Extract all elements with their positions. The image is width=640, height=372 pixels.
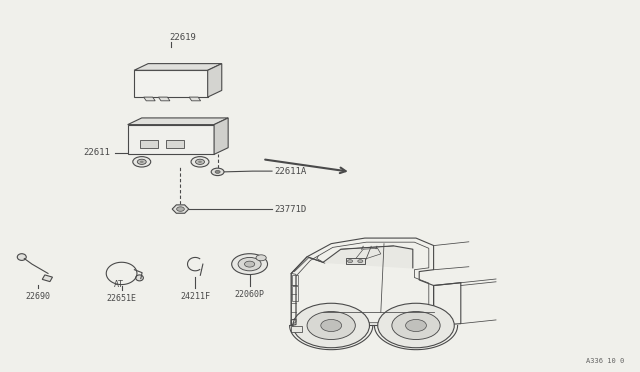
Polygon shape: [134, 64, 222, 70]
Circle shape: [138, 159, 147, 164]
Polygon shape: [159, 97, 170, 101]
Polygon shape: [172, 205, 189, 213]
Circle shape: [358, 260, 363, 263]
Circle shape: [191, 157, 209, 167]
Polygon shape: [291, 238, 434, 326]
Circle shape: [321, 320, 342, 331]
Polygon shape: [434, 283, 461, 326]
Text: 22619: 22619: [169, 33, 196, 42]
Circle shape: [406, 320, 426, 331]
Text: 22690: 22690: [26, 292, 51, 301]
Text: 22611: 22611: [83, 148, 110, 157]
Circle shape: [133, 157, 151, 167]
Circle shape: [307, 311, 355, 340]
Bar: [346, 258, 365, 264]
Circle shape: [293, 303, 369, 348]
Text: 22060P: 22060P: [235, 290, 264, 299]
Polygon shape: [323, 246, 413, 268]
Ellipse shape: [136, 275, 143, 281]
Circle shape: [348, 260, 353, 263]
Bar: [166, 140, 184, 148]
Text: 23771D: 23771D: [274, 205, 306, 214]
Polygon shape: [214, 118, 228, 154]
Text: AT: AT: [113, 280, 124, 289]
Circle shape: [177, 207, 184, 211]
Circle shape: [392, 311, 440, 340]
Ellipse shape: [17, 254, 26, 260]
Circle shape: [378, 303, 454, 348]
Polygon shape: [189, 97, 201, 101]
Polygon shape: [128, 118, 228, 125]
Circle shape: [196, 159, 205, 164]
Polygon shape: [42, 275, 52, 282]
Polygon shape: [128, 125, 214, 154]
Text: 22611A: 22611A: [274, 167, 306, 176]
Bar: [292, 275, 298, 285]
Circle shape: [238, 257, 261, 271]
Bar: [292, 286, 298, 301]
Circle shape: [232, 254, 268, 275]
Circle shape: [198, 161, 202, 163]
Polygon shape: [134, 70, 207, 97]
Text: A336 10 0: A336 10 0: [586, 358, 624, 364]
Circle shape: [256, 255, 266, 261]
Polygon shape: [144, 97, 156, 101]
Circle shape: [211, 168, 224, 176]
Bar: [291, 327, 302, 332]
Circle shape: [140, 161, 143, 163]
Circle shape: [244, 261, 255, 267]
Bar: [141, 140, 158, 148]
Polygon shape: [207, 64, 222, 97]
Text: 22651E: 22651E: [107, 294, 136, 303]
Circle shape: [215, 170, 220, 173]
Text: 24211F: 24211F: [180, 292, 210, 301]
